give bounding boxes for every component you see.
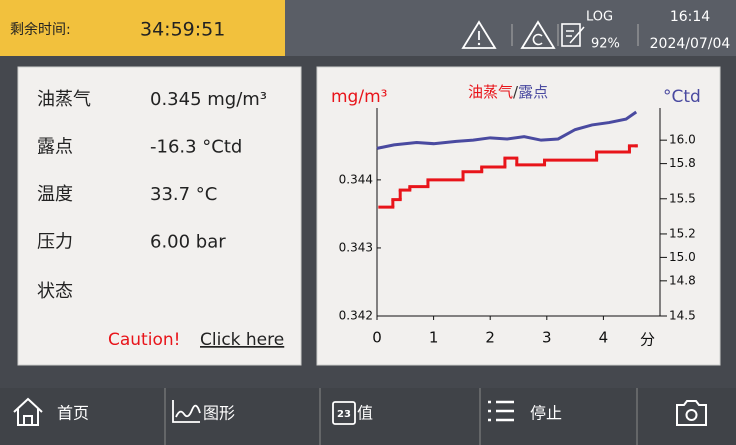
readings-panel: [17, 66, 302, 366]
reading-label: 油蒸气: [37, 89, 91, 110]
calibration-icon: [520, 20, 556, 49]
legend: 油蒸气/露点: [468, 83, 548, 101]
log-icon: [561, 23, 581, 47]
nav-label: 图形: [203, 404, 235, 423]
x-tick-label: 3: [542, 329, 552, 347]
chart-icon: [172, 400, 201, 423]
remaining-label: 剩余时间:: [10, 21, 71, 38]
y2-axis-label: °Ctd: [663, 87, 701, 107]
y2-tick-label: 15.0: [669, 250, 696, 264]
log-icon-pen: [566, 26, 585, 44]
y2-tick-label: 15.2: [669, 226, 696, 240]
y-tick-label: 0.344: [339, 172, 373, 186]
home-icon: [13, 397, 43, 426]
y2-tick-label: 16.0: [669, 133, 696, 147]
reading-value: -16.3 °Ctd: [150, 137, 242, 158]
y2-tick-label: 15.8: [669, 156, 696, 170]
log-label: LOG: [586, 10, 613, 25]
remaining-time: 34:59:51: [140, 19, 225, 41]
warning-icon-dot: [477, 42, 481, 46]
nav-camera[interactable]: [637, 388, 736, 445]
list-icon: [488, 400, 514, 422]
x-axis-label: 分: [640, 331, 655, 349]
nav-bar: [0, 388, 736, 445]
x-tick-label: 4: [599, 329, 609, 347]
readings: 油蒸气 0.345 mg/m³ 露点 -16.3 °Ctd 温度 33.7 °C 压力 6.0…: [37, 89, 267, 253]
warning-icon: [461, 20, 497, 49]
y-axis-label: mg/m³: [331, 87, 387, 107]
legend-separator: /: [513, 83, 519, 101]
legend-entry: 露点: [518, 83, 548, 101]
nav-chart[interactable]: [165, 388, 320, 445]
nav-label: 首页: [57, 404, 89, 423]
reading-value: 6.00 bar: [150, 232, 226, 253]
nav-label: 停止: [530, 404, 562, 423]
x-tick-label: 2: [485, 329, 495, 347]
timer-box: [0, 0, 285, 56]
reading-label: 压力: [37, 232, 73, 253]
reading-value: 0.345 mg/m³: [150, 89, 267, 110]
y-tick-label: 0.343: [339, 240, 373, 254]
reading-label: 露点: [37, 137, 73, 158]
line-series: [376, 110, 638, 150]
value-icon: [332, 401, 356, 425]
clock-time: 16:14: [670, 9, 710, 25]
clock-date: 2024/07/04: [650, 36, 731, 52]
camera-icon: [676, 400, 707, 426]
value-icon-text: 23: [337, 409, 351, 420]
calibration-icon-c: [532, 33, 543, 46]
status-label: 状态: [37, 281, 73, 302]
click-here-link[interactable]: Click here: [200, 330, 284, 350]
y2-tick-label: 14.8: [669, 273, 696, 287]
camera-lens: [685, 409, 698, 421]
chart: 0 1 2 3 4 0.342 0.343 0.344 14.5 14.8 15.0 15.2 15.5…: [339, 110, 696, 347]
nav-label: 值: [357, 404, 373, 423]
reading-value: 33.7 °C: [150, 184, 217, 205]
y2-tick-label: 15.5: [669, 191, 696, 205]
chart-panel: [316, 66, 721, 366]
nav-value[interactable]: [320, 388, 480, 445]
x-tick-label: 0: [372, 329, 382, 347]
battery: 92%: [591, 37, 620, 52]
reading-label: 温度: [37, 184, 73, 205]
y-tick-label: 0.342: [339, 309, 373, 323]
x-tick-label: 1: [429, 329, 439, 347]
caution: Caution!: [108, 330, 180, 350]
legend-entry: 油蒸气: [468, 83, 513, 101]
y2-tick-label: 14.5: [669, 309, 696, 323]
